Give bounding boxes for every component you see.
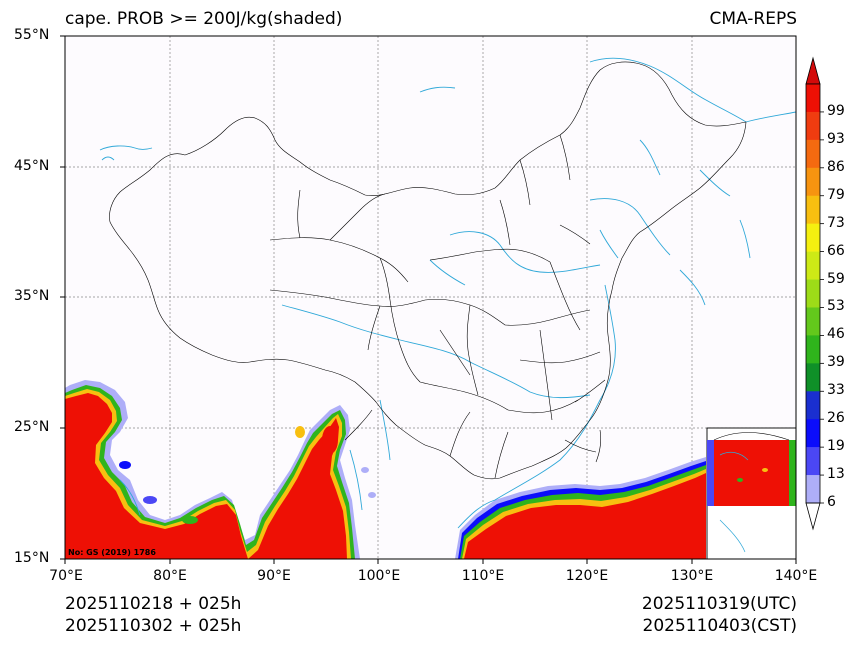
lon-label-110: 110°E — [461, 568, 505, 584]
colorbar-label-19: 19 — [827, 438, 845, 455]
lat-label-35: 35°N — [14, 288, 50, 304]
lon-label-70: 70°E — [49, 568, 83, 584]
colorbar-label-59: 59 — [827, 270, 845, 287]
colorbar-label-86: 86 — [827, 158, 845, 175]
colorbar-segment-99 — [806, 84, 820, 113]
coastlines-rivers — [99, 57, 796, 529]
model-name: CMA-REPS — [709, 9, 797, 29]
valid-time-cst: 2025110403(CST) — [642, 616, 797, 636]
lat-label-55: 55°N — [14, 27, 50, 43]
colorbar-segment-6 — [806, 475, 820, 504]
cape-probability-east — [455, 457, 706, 559]
colorbar-over-arrow — [805, 56, 821, 85]
lon-label-100: 100°E — [357, 568, 401, 584]
colorbar-label-79: 79 — [827, 186, 845, 203]
colorbar-segment-73 — [806, 195, 820, 224]
lon-label-120: 120°E — [565, 568, 609, 584]
init-time-cst: 2025110302 + 025h — [65, 616, 242, 636]
lat-label-45: 45°N — [14, 158, 50, 174]
colorbar-segment-26 — [806, 391, 820, 420]
colorbar-segment-13 — [806, 447, 820, 476]
approval-number: No: GS (2019) 1786 — [68, 548, 156, 557]
colorbar-label-46: 46 — [827, 326, 845, 343]
lat-label-25: 25°N — [14, 419, 50, 435]
colorbar-segment-59 — [806, 251, 820, 280]
colorbar — [805, 56, 824, 531]
colorbar-segment-53 — [806, 279, 820, 308]
axis-ticks — [60, 35, 797, 564]
lat-label-15: 15°N — [14, 550, 50, 566]
colorbar-label-39: 39 — [827, 354, 845, 371]
colorbar-label-73: 73 — [827, 214, 845, 231]
cape-probability-west — [65, 380, 376, 559]
colorbar-under-arrow — [805, 502, 821, 531]
colorbar-label-53: 53 — [827, 298, 845, 315]
lon-label-140: 140°E — [774, 568, 818, 584]
lon-label-130: 130°E — [670, 568, 714, 584]
valid-time-utc: 2025110319(UTC) — [641, 594, 797, 614]
colorbar-label-66: 66 — [827, 242, 845, 259]
colorbar-segment-86 — [806, 139, 820, 169]
colorbar-label-6: 6 — [827, 494, 836, 510]
admin-borders — [109, 61, 747, 480]
colorbar-segment-79 — [806, 167, 820, 197]
colorbar-segment-93 — [806, 111, 820, 141]
colorbar-segment-19 — [806, 419, 820, 448]
colorbar-label-93: 93 — [827, 130, 845, 147]
lon-label-90: 90°E — [257, 568, 291, 584]
inset-map-south-china-sea — [706, 427, 796, 559]
init-time-utc: 2025110218 + 025h — [65, 594, 242, 614]
graticule — [65, 36, 796, 559]
lon-label-80: 80°E — [153, 568, 187, 584]
colorbar-label-13: 13 — [827, 466, 845, 483]
colorbar-segment-46 — [806, 307, 820, 336]
colorbar-segment-66 — [806, 223, 820, 252]
colorbar-segment-39 — [806, 335, 820, 364]
colorbar-segment-33 — [806, 363, 820, 392]
map-title: cape. PROB >= 200J/kg(shaded) — [65, 9, 343, 29]
colorbar-label-99: 99 — [827, 102, 845, 119]
colorbar-label-26: 26 — [827, 410, 845, 427]
colorbar-label-33: 33 — [827, 382, 845, 399]
